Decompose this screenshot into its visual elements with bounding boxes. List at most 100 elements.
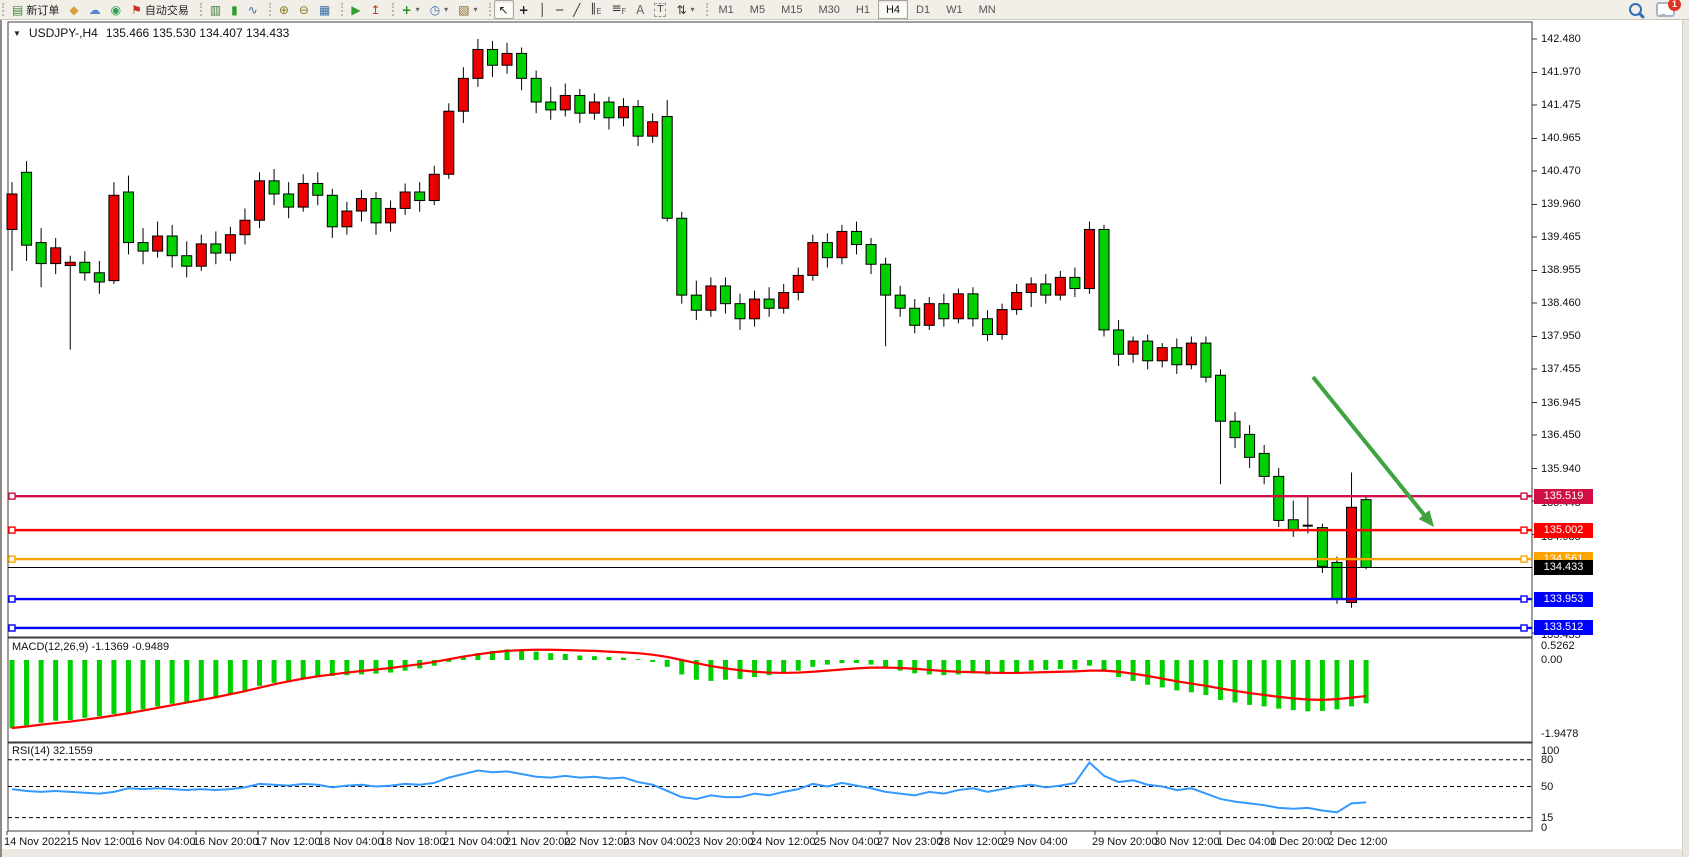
trend-arrow-head[interactable]: [1418, 510, 1434, 527]
timeframe-m15[interactable]: M15: [781, 3, 803, 16]
timeframe-m1[interactable]: M1: [718, 3, 734, 16]
indicators-button[interactable]: + ▾: [397, 0, 425, 19]
candle: [93, 272, 105, 283]
candle: [79, 261, 91, 274]
candle: [501, 52, 513, 66]
timeframe-m30[interactable]: M30: [818, 3, 840, 16]
timeframe-m5[interactable]: M5: [749, 3, 766, 16]
chevron-down-icon[interactable]: ▾: [690, 5, 695, 14]
candle: [1127, 340, 1139, 355]
fibonacci-button[interactable]: ≡F: [606, 0, 631, 19]
h-line-133512-handle[interactable]: [1520, 624, 1528, 632]
chart-shift-icon: ↥: [370, 2, 381, 17]
candle: [807, 242, 819, 276]
h-line-133953-handle[interactable]: [1520, 595, 1528, 603]
timeframe-w1[interactable]: W1: [946, 3, 963, 16]
timeframes-group: M1 M5 M15 M30 H1 H4 D1 W1 MN: [704, 0, 1008, 19]
candle: [1069, 276, 1081, 290]
candle: [370, 198, 382, 224]
candle: [880, 263, 892, 296]
text-a-icon: A: [636, 2, 645, 17]
candle: [50, 247, 62, 265]
template-icon: ▧: [458, 2, 470, 17]
search-icon[interactable]: [1629, 3, 1642, 16]
vertical-line-button[interactable]: │: [534, 0, 551, 19]
timeframe-mn[interactable]: MN: [978, 3, 996, 16]
text-label-button[interactable]: T: [649, 0, 671, 19]
chevron-down-icon[interactable]: ▾: [444, 5, 449, 14]
arrows-button[interactable]: ⇅ ▾: [671, 0, 699, 19]
text-button[interactable]: A: [631, 0, 649, 19]
community-button[interactable]: ☁: [84, 0, 106, 19]
candle: [35, 242, 47, 265]
h-line-133953-handle[interactable]: [8, 595, 16, 603]
market-button[interactable]: ◆: [64, 0, 83, 19]
indicators-plus-icon: +: [401, 2, 412, 17]
auto-scroll-button[interactable]: ▶: [346, 0, 365, 19]
candle: [472, 48, 484, 79]
community-icon: ☁: [88, 2, 101, 17]
candle: [166, 235, 178, 257]
candle: [283, 193, 295, 208]
clock-icon: ◷: [429, 2, 441, 17]
h-line-135002-handle[interactable]: [8, 526, 16, 534]
chevron-down-icon[interactable]: ▾: [473, 5, 478, 14]
auto-trading-button-label: 自动交易: [144, 4, 189, 17]
bar-chart-icon: ▥: [209, 2, 222, 17]
chat-icon[interactable]: 1: [1656, 0, 1681, 17]
chevron-down-icon[interactable]: ▾: [415, 5, 420, 14]
h-line-134561-handle[interactable]: [8, 555, 16, 563]
window-left-edge: [0, 0, 2, 857]
macd-panel[interactable]: [7, 637, 1533, 743]
signals-button[interactable]: ◉: [106, 0, 126, 19]
vertical-scrollbar[interactable]: [1682, 19, 1689, 857]
new-order-button[interactable]: ▤ 新订单: [7, 0, 64, 19]
equidistant-channel-button[interactable]: ∥E: [585, 0, 606, 19]
candle: [297, 182, 309, 208]
candlestick-chart-button[interactable]: ▮: [226, 0, 243, 19]
templates-button[interactable]: ▧ ▾: [453, 0, 482, 19]
crosshair-button[interactable]: +: [514, 0, 534, 19]
trend-arrow-line[interactable]: [1311, 375, 1430, 521]
candle: [850, 230, 862, 246]
candle: [894, 294, 906, 309]
candle: [516, 52, 528, 79]
h-line-135519-handle[interactable]: [1520, 492, 1528, 500]
candle: [414, 191, 426, 202]
auto-trading-button[interactable]: ⚑ 自动交易: [126, 0, 194, 19]
zoom-in-icon: ⊕: [278, 2, 289, 17]
tile-windows-icon: ▦: [318, 2, 331, 17]
h-line-133512-handle[interactable]: [8, 624, 16, 632]
candle: [690, 294, 702, 311]
candle: [749, 298, 761, 320]
main-chart-panel[interactable]: [7, 21, 1533, 638]
horizontal-line-button[interactable]: ─: [551, 0, 568, 19]
timeframe-d1[interactable]: D1: [916, 3, 931, 16]
cursor-button[interactable]: ↖: [493, 0, 514, 19]
candle: [763, 298, 775, 309]
h-line-134561-handle[interactable]: [1520, 555, 1528, 563]
candle: [603, 101, 615, 119]
candle: [443, 110, 455, 175]
candle: [1113, 329, 1125, 355]
new-order-button-label: 新订单: [26, 4, 60, 17]
h-line-135519-handle[interactable]: [8, 492, 16, 500]
new-order-icon: ▤: [12, 2, 24, 17]
candle: [1011, 291, 1023, 311]
h-line-135002-handle[interactable]: [1520, 526, 1528, 534]
line-chart-button[interactable]: ∿: [243, 0, 263, 19]
trendline-button[interactable]: ╱: [568, 0, 585, 19]
tile-windows-button[interactable]: ▦: [314, 0, 335, 19]
candle: [268, 180, 280, 195]
timeframe-h1[interactable]: H1: [855, 3, 870, 16]
timeframe-h4[interactable]: H4: [877, 0, 909, 19]
chart-shift-button[interactable]: ↥: [366, 0, 386, 19]
candle: [574, 94, 586, 114]
zoom-in-button[interactable]: ⊕: [274, 0, 294, 19]
zoom-out-button[interactable]: ⊖: [294, 0, 314, 19]
bar-chart-button[interactable]: ▥: [205, 0, 226, 19]
periods-button[interactable]: ◷ ▾: [425, 0, 454, 19]
candle: [705, 285, 717, 311]
